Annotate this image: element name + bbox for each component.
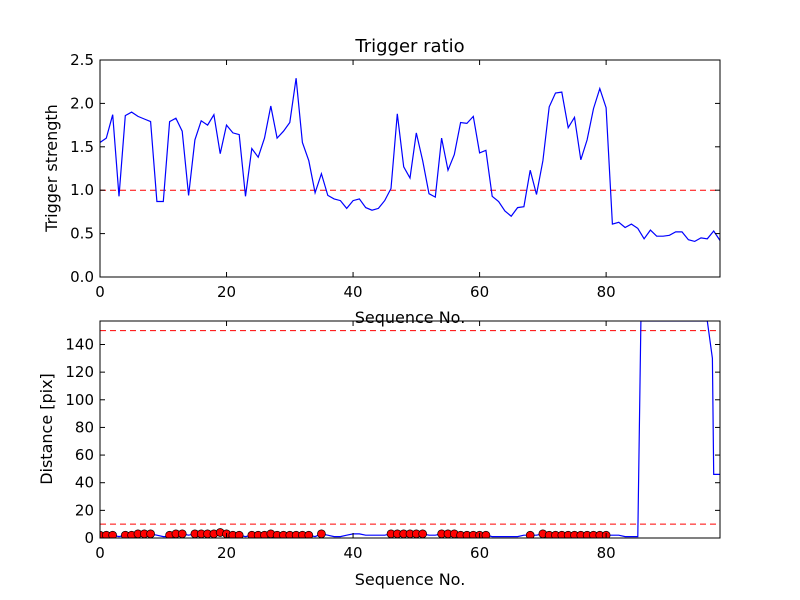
distance-plot-area xyxy=(100,321,720,538)
y-tick-label: 60 xyxy=(75,446,94,464)
trigger-ratio-panel: Trigger ratio 0 20 40 60 80 0.0 0.5 1.0 1.5 2.0 2.… xyxy=(42,36,721,327)
distance-axes-frame xyxy=(99,320,721,539)
y-tick-label: 2.5 xyxy=(70,51,94,69)
y-tick-label: 40 xyxy=(75,474,94,492)
x-tick-label: 0 xyxy=(95,283,105,301)
y-tick-label: 0.5 xyxy=(70,225,94,243)
distance-axes: 0 20 40 60 80 0 20 40 60 80 100 120 140 xyxy=(65,321,720,562)
data-marker xyxy=(317,529,326,538)
x-tick-label: 20 xyxy=(217,544,236,562)
x-tick-label: 40 xyxy=(344,283,363,301)
y-tick-label: 140 xyxy=(65,335,94,353)
series-line xyxy=(100,321,720,538)
data-marker xyxy=(525,530,535,538)
x-tick-label: 60 xyxy=(470,544,489,562)
x-tick-label: 40 xyxy=(344,544,363,562)
distance-panel: 0 20 40 60 80 0 20 40 60 80 100 120 140 Sequence No.… xyxy=(37,320,721,589)
y-axis-label: Distance [pix] xyxy=(37,373,56,485)
y-tick-label: 2.0 xyxy=(70,94,94,112)
series-line xyxy=(100,78,720,243)
trigger-ratio-axes-frame xyxy=(99,59,721,278)
y-tick-label: 0.0 xyxy=(70,268,94,286)
x-axis-label: Sequence No. xyxy=(355,308,466,327)
trigger-ratio-axes: 0 20 40 60 80 0.0 0.5 1.0 1.5 2.0 2.5 xyxy=(70,51,720,301)
x-tick-label: 60 xyxy=(470,283,489,301)
y-tick-label: 120 xyxy=(65,363,94,381)
data-marker xyxy=(304,530,314,538)
y-tick-label: 80 xyxy=(75,418,94,436)
y-tick-label: 1.0 xyxy=(70,181,94,199)
data-marker xyxy=(108,530,118,538)
data-marker xyxy=(481,530,491,538)
data-marker xyxy=(418,529,428,538)
x-tick-label: 0 xyxy=(95,544,105,562)
x-tick-label: 80 xyxy=(597,283,616,301)
x-tick-label: 20 xyxy=(217,283,236,301)
x-tick-label: 80 xyxy=(597,544,616,562)
trigger-ratio-plot-area xyxy=(100,78,720,243)
y-axis-label: Trigger strength xyxy=(42,104,61,233)
data-marker xyxy=(177,529,187,538)
y-tick-label: 1.5 xyxy=(70,138,94,156)
y-tick-label: 0 xyxy=(84,529,94,547)
data-marker xyxy=(146,529,155,538)
y-tick-label: 100 xyxy=(65,391,94,409)
x-axis-label: Sequence No. xyxy=(355,570,466,589)
data-marker xyxy=(234,530,244,538)
y-tick-label: 20 xyxy=(75,501,94,519)
chart-title: Trigger ratio xyxy=(354,36,464,57)
